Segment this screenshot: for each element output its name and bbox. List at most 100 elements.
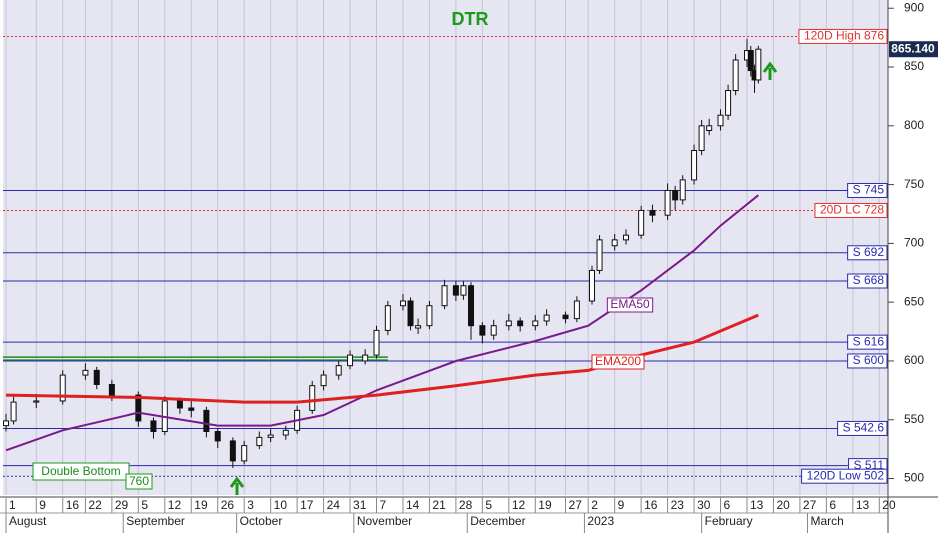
candle-body: [188, 407, 195, 411]
candle-body: [320, 374, 327, 387]
candle: [573, 296, 580, 323]
chart-title: DTR: [452, 9, 489, 29]
candle: [384, 300, 391, 336]
candle: [335, 360, 342, 380]
x-tick-label: 14: [406, 498, 420, 512]
x-tick-label: 10: [274, 498, 288, 512]
month-label: 2023: [587, 514, 614, 528]
level-label: S 616: [853, 334, 885, 348]
x-tick-label: 17: [300, 498, 314, 512]
candle-body: [698, 125, 705, 151]
x-tick-label: 6: [829, 498, 836, 512]
level-label: 120D Low 502: [807, 468, 885, 482]
candle-body: [415, 325, 422, 329]
candle-body: [347, 354, 354, 367]
candle: [649, 204, 656, 223]
annotation: 760: [129, 474, 149, 488]
candle-body: [479, 325, 486, 336]
level-label-box: [847, 182, 888, 198]
x-tick-label: 1: [9, 498, 16, 512]
ema-line: [5, 194, 759, 452]
level-label: S 668: [853, 273, 885, 287]
candle-body: [33, 400, 40, 403]
level-label: S 600: [853, 353, 885, 367]
y-tick-label: 800: [904, 118, 924, 132]
candle: [747, 45, 754, 77]
candle: [638, 205, 645, 239]
x-tick-label: 23: [671, 498, 685, 512]
level-label: S 692: [853, 245, 885, 259]
candle: [282, 425, 289, 440]
level-label-box: [847, 353, 888, 369]
month-label: September: [126, 514, 185, 528]
candle: [407, 297, 414, 331]
x-tick-label: 22: [88, 498, 102, 512]
x-tick-label: 16: [66, 498, 80, 512]
level-label-box: [837, 420, 888, 436]
candle: [415, 318, 422, 334]
month-label: December: [470, 514, 525, 528]
candle: [347, 350, 354, 370]
candle-body: [672, 189, 679, 201]
candle-body: [623, 234, 630, 241]
candle-body: [562, 314, 569, 320]
candle-body: [82, 369, 89, 376]
candle: [679, 175, 686, 205]
candle: [698, 119, 705, 156]
y-tick-label: 850: [904, 59, 924, 73]
y-tick-label: 650: [904, 294, 924, 308]
candle: [672, 185, 679, 211]
annotation-box: [32, 462, 130, 481]
x-tick-label: 19: [538, 498, 552, 512]
candle-body: [93, 369, 100, 385]
signal-arrow: [762, 61, 778, 80]
candle-body: [490, 325, 497, 336]
candle-body: [717, 114, 724, 127]
candle: [267, 429, 274, 443]
candle: [623, 229, 630, 245]
candle: [532, 315, 539, 331]
candle-body: [732, 59, 739, 92]
lines: EMA50 EMA200: [5, 194, 759, 452]
candle-body: [407, 300, 414, 327]
candle: [399, 293, 406, 311]
candle-body: [505, 320, 512, 327]
candle: [611, 233, 618, 251]
candle: [468, 282, 475, 340]
candle: [82, 363, 89, 380]
month-label: February: [705, 514, 753, 528]
x-tick-label: 27: [803, 498, 817, 512]
x-tick-label: 29: [115, 498, 129, 512]
y-tick-label: 500: [904, 471, 924, 485]
candle-body: [517, 320, 524, 327]
candle-body: [452, 285, 459, 296]
candle-body: [755, 48, 762, 81]
candle: [241, 440, 248, 465]
levels: 120D High 876 S 745 20D LC 728 S 692 S 668 S …: [3, 29, 888, 484]
x-tick-label: 19: [194, 498, 208, 512]
candle-body: [468, 285, 475, 327]
candle: [732, 54, 739, 96]
candle: [562, 311, 569, 324]
candle: [452, 281, 459, 301]
candle-body: [373, 329, 380, 356]
candle: [373, 325, 380, 359]
level-label-box: [798, 28, 888, 44]
legend-box: [606, 297, 654, 313]
candle-body: [362, 354, 369, 362]
ema-line: [5, 313, 759, 404]
candle-body: [108, 383, 115, 396]
candle-body: [747, 50, 754, 72]
candle-body: [241, 445, 248, 462]
x-tick-label: 12: [512, 498, 526, 512]
candle: [717, 109, 724, 131]
level-label: S 511: [854, 458, 885, 472]
x-tick-label: 5: [141, 498, 148, 512]
candle-body: [426, 305, 433, 327]
candle-body: [725, 90, 732, 116]
x-tick-label: 27: [569, 498, 583, 512]
candle: [706, 118, 713, 136]
last-price-label: 865.140: [891, 41, 935, 55]
candle-body: [532, 320, 539, 327]
month-label: March: [810, 514, 843, 528]
